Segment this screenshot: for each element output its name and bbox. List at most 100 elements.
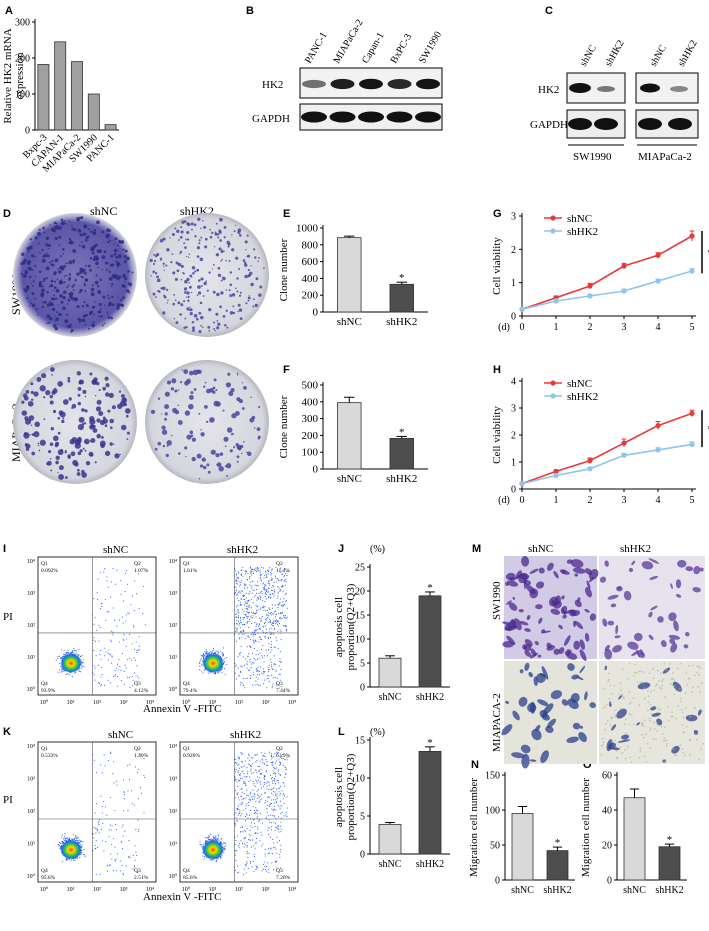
colony-dot: [21, 400, 25, 404]
flow-dot: [83, 853, 85, 855]
flow-dot: [203, 669, 205, 671]
colony-dot: [31, 303, 36, 308]
flow-dot: [280, 579, 282, 581]
flow-dot: [243, 587, 246, 589]
colony-dot: [55, 460, 59, 465]
colony-dot: [228, 260, 231, 263]
flow-dot: [279, 673, 281, 675]
flow-dot: [252, 569, 254, 571]
flow-dot: [122, 824, 124, 826]
flow-dot: [75, 650, 77, 652]
colony-dot: [238, 268, 241, 271]
flow-dot: [277, 579, 279, 581]
flow-q3-label-k-shnc: Q3: [134, 868, 141, 874]
flow-dot: [237, 615, 239, 617]
flow-dot: [264, 584, 266, 586]
colony-dot: [57, 304, 60, 306]
flow-dot: [269, 612, 271, 614]
colony-dot: [162, 286, 166, 291]
colony-dot: [49, 458, 52, 460]
flow-dot: [199, 665, 201, 667]
flow-dot: [61, 836, 63, 838]
flow-dot: [250, 677, 252, 679]
flow-dot: [249, 661, 251, 663]
flow-dot: [70, 859, 72, 861]
panel-label-e: E: [283, 208, 290, 220]
blot-b-band-hk2-miapaca-2: [330, 78, 355, 90]
flow-dot: [120, 579, 122, 582]
flow-dot: [245, 570, 248, 572]
flow-dot: [63, 840, 65, 842]
flow-dot: [236, 597, 238, 600]
flow-dot: [284, 579, 286, 581]
flow-dot: [248, 593, 250, 595]
flow-dot: [278, 604, 280, 606]
flow-dot: [81, 655, 83, 657]
flow-dot: [94, 848, 96, 850]
flow-dot: [109, 864, 111, 866]
flow-dot: [100, 608, 102, 610]
flow-dot: [277, 630, 279, 632]
colony-dot: [226, 427, 233, 433]
colony-dot: [216, 320, 219, 322]
flow-dot: [249, 618, 251, 621]
colony-dot: [180, 278, 183, 281]
flow-dot: [279, 616, 281, 618]
flow-dot: [111, 843, 113, 845]
flow-dot: [137, 798, 139, 800]
flow-dot: [261, 672, 263, 674]
flow-ytick-label-2-i-shnc: 10²: [27, 623, 35, 629]
flow-dot: [250, 633, 252, 635]
chart-g-xtick-label-3: 3: [622, 322, 627, 333]
flow-dot: [114, 675, 116, 677]
colony-dot: [230, 432, 234, 436]
flow-dot: [70, 651, 72, 653]
flow-dot: [215, 673, 217, 675]
flow-xtick-label-1-k-shnc: 10¹: [67, 887, 75, 893]
flow-dot: [271, 586, 273, 589]
flow-dot: [134, 766, 136, 768]
flow-dot: [256, 668, 258, 670]
flow-dot: [144, 777, 146, 779]
flow-dot: [106, 576, 108, 578]
colony-dot: [95, 274, 98, 277]
colony-dot: [198, 242, 201, 245]
flow-dot: [257, 598, 259, 600]
colony-dot: [76, 217, 81, 221]
colony-dot: [222, 409, 225, 412]
flow-dot: [235, 640, 238, 642]
flow-dot: [258, 657, 260, 659]
colony-dot: [70, 323, 73, 325]
colony-dot: [57, 449, 64, 455]
flow-q2-value-k-shnc: 1.40%: [134, 753, 149, 759]
flow-dot: [138, 636, 140, 638]
colony-dot: [91, 323, 96, 328]
colony-dot: [236, 460, 239, 463]
flow-dot: [109, 654, 111, 656]
flow-dot: [266, 675, 268, 677]
chart-h-point-shnc-5: [689, 410, 695, 416]
colony-dot: [113, 243, 115, 245]
flow-dot: [204, 651, 206, 653]
colony-dot: [172, 302, 176, 306]
colony-dot: [38, 449, 41, 452]
colony-dot: [84, 409, 88, 413]
flow-dot: [73, 648, 75, 650]
flow-dot: [250, 616, 252, 618]
colony-dot: [108, 276, 113, 281]
colony-dot: [93, 377, 98, 382]
flow-dot: [243, 604, 245, 606]
flow-dot: [209, 859, 211, 861]
chart-e-bar-shnc: [337, 237, 362, 313]
flow-dot: [103, 571, 105, 573]
flow-dot: [220, 670, 222, 672]
flow-dot: [93, 759, 95, 761]
blot-b-band-hk2-panc-1: [302, 79, 326, 89]
flow-dot: [235, 664, 237, 666]
flow-dot: [94, 667, 96, 669]
flow-dot: [255, 640, 257, 643]
colony-dot: [169, 237, 171, 239]
flow-dot: [266, 687, 268, 689]
colony-dot: [83, 225, 87, 229]
flow-plot-frame-k-shhk2: [179, 741, 299, 883]
